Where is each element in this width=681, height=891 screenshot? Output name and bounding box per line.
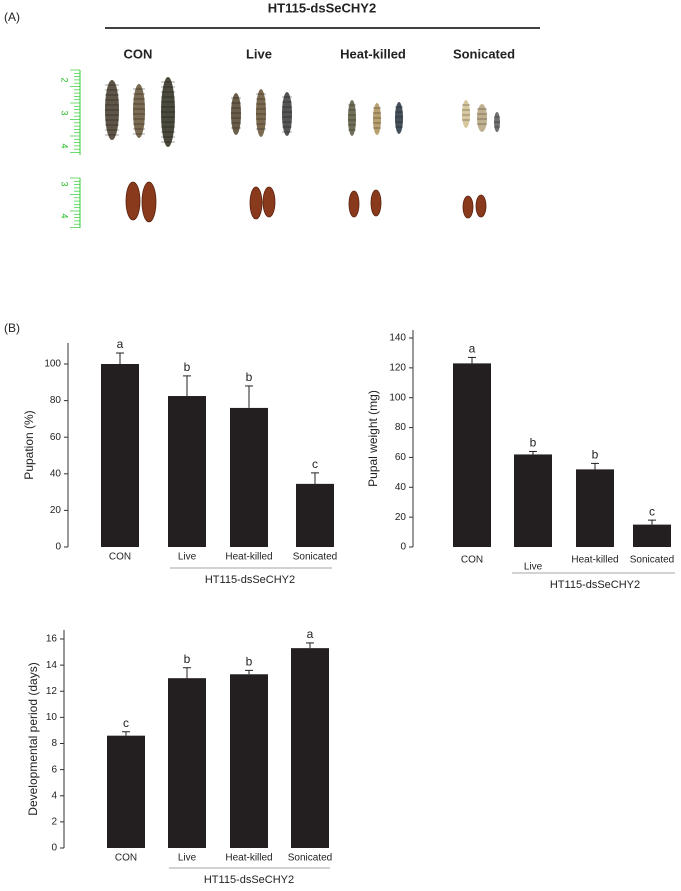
y-tick-label: 12 [46,686,58,697]
y-axis-label: Pupation (%) [22,410,36,479]
bar [230,407,268,547]
y-axis-label: Developmental period (days) [26,662,40,815]
y-tick-label: 20 [50,505,62,516]
larva [105,80,119,140]
ruler-label: 2 [60,77,70,82]
y-tick-label: 60 [50,432,62,443]
y-tick-label: 0 [55,542,61,553]
y-tick-label: 100 [389,392,406,403]
panel-title: HT115-dsSeCHY2 [268,0,376,15]
x-tick-label: Sonicated [293,552,337,563]
panel-label: (A) [4,10,20,24]
y-axis-label: Pupal weight (mg) [366,390,380,487]
y-tick-label: 60 [395,452,407,463]
column-header: Sonicated [453,46,515,61]
larva [494,112,500,132]
significance-letter: c [312,457,318,471]
bar [107,735,145,848]
significance-letter: b [592,448,599,462]
y-tick-label: 120 [389,362,406,373]
larva [477,104,487,132]
pupa [475,194,487,218]
larva [161,77,175,147]
y-tick-label: 0 [51,843,57,854]
significance-letter: b [246,655,253,669]
y-tick-label: 16 [46,634,58,645]
bar [230,674,268,848]
significance-letter: c [123,716,129,730]
significance-letter: b [184,360,191,374]
column-header: Live [246,46,272,61]
larva [462,100,470,128]
x-tick-label: CON [461,555,483,566]
x-tick-label: CON [115,853,137,864]
pupa [370,189,382,217]
pupa [462,195,474,219]
bar [576,469,614,547]
pupa [249,186,263,220]
y-tick-label: 140 [389,333,406,344]
y-tick-label: 4 [51,790,57,801]
group-label: HT115-dsSeCHY2 [204,874,294,886]
column-header: Heat-killed [340,46,406,61]
bar [168,396,206,547]
ruler-label: 4 [60,143,70,148]
y-tick-label: 100 [44,359,61,370]
y-tick-label: 8 [51,738,57,749]
y-tick-label: 20 [395,512,407,523]
y-tick-label: 80 [50,395,62,406]
x-tick-label: Live [524,562,543,573]
significance-letter: a [469,342,476,356]
significance-letter: a [117,337,124,351]
pupa [348,190,360,218]
ruler-label: 3 [60,110,70,115]
larva [231,93,241,135]
larva [256,89,266,137]
group-label: HT115-dsSeCHY2 [550,579,640,591]
pupa [141,181,157,223]
x-tick-label: Live [178,853,197,864]
bar [291,648,329,848]
larva [373,103,381,135]
ruler-label: 4 [60,213,70,218]
bar [453,363,491,547]
x-tick-label: Heat-killed [225,853,272,864]
bar [514,454,552,547]
significance-letter: a [307,627,314,641]
larva [282,92,292,136]
larva [395,102,403,134]
bar [296,483,334,547]
x-tick-label: Heat-killed [571,555,618,566]
y-tick-label: 40 [50,468,62,479]
panel-label: (B) [4,321,20,335]
significance-letter: b [246,370,253,384]
x-tick-label: Sonicated [288,853,332,864]
larva [133,84,145,138]
y-tick-label: 0 [400,542,406,553]
y-tick-label: 6 [51,764,57,775]
y-tick-label: 40 [395,482,407,493]
x-tick-label: Sonicated [630,555,674,566]
significance-letter: b [530,436,537,450]
y-tick-label: 80 [395,422,407,433]
y-tick-label: 10 [46,712,58,723]
y-tick-label: 14 [46,660,58,671]
pupa [125,181,141,221]
larva [348,100,356,136]
ruler-label: 3 [60,181,70,186]
bar [101,364,139,547]
significance-letter: b [184,652,191,666]
column-header: CON [124,46,153,61]
group-label: HT115-dsSeCHY2 [205,574,295,586]
x-tick-label: CON [109,552,131,563]
bar [168,678,206,848]
x-tick-label: Heat-killed [225,552,272,563]
significance-letter: c [649,504,655,518]
y-tick-label: 2 [51,817,57,828]
bar [633,524,671,547]
pupa [262,186,276,218]
x-tick-label: Live [178,552,197,563]
